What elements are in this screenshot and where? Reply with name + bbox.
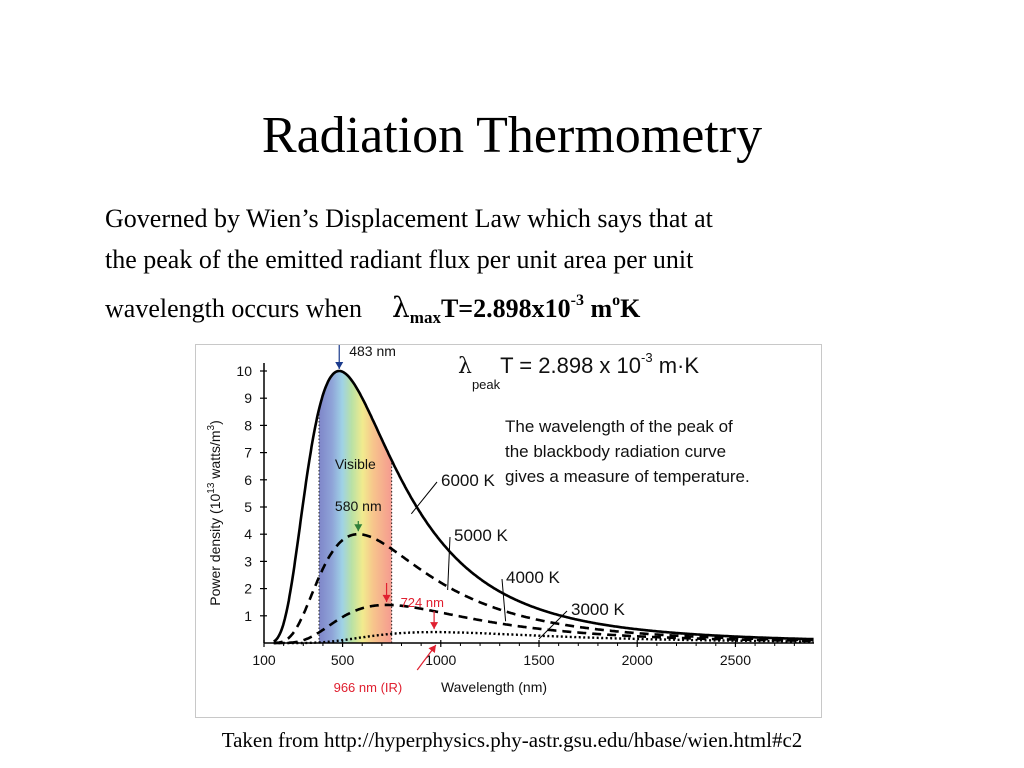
y-tick-label-2: 2	[244, 581, 252, 597]
x-tick-label-2000: 2000	[622, 652, 653, 668]
peak-label-4000k: 724 nm	[401, 595, 444, 610]
curve-5000k	[273, 532, 815, 645]
chart-formula: λpeakT = 2.898 x 10-3 m·K	[458, 350, 699, 392]
y-axis-title: Power density (1013 watts/m3)	[206, 420, 223, 606]
blackbody-chart-figure: Visible 1 2 3 4 5 6 7 8 9 10 100 500 1000 1500 2000 2500…	[195, 344, 822, 718]
x-tick-label-500: 500	[331, 652, 355, 668]
visible-band-label: Visible	[335, 456, 376, 472]
body-line-3: wavelength occurs when λmaxT=2.898x10-3 m…	[105, 280, 925, 338]
formula-unit: m	[583, 294, 613, 323]
arrow-peak-3000k-head	[430, 622, 439, 630]
y-axis-title-part1: Power density (10	[207, 494, 223, 606]
formula-main: T=2.898x10	[440, 294, 571, 323]
lambda-symbol: λ	[392, 291, 410, 324]
y-tick-label-3: 3	[244, 553, 252, 569]
chart-formula-exp: -3	[641, 350, 653, 365]
wien-formula: λmaxT=2.898x10-3 moK	[362, 291, 641, 327]
source-citation: Taken from http://hyperphysics.phy-astr.…	[221, 728, 803, 752]
peak-label-6000k: 483 nm	[349, 345, 396, 359]
peak-label-5000k: 580 nm	[335, 498, 382, 514]
x-tick-label-2500: 2500	[720, 652, 751, 668]
formula-unit-end: K	[620, 294, 641, 323]
y-axis-title-sup2: 3	[206, 424, 217, 430]
formula-degree: o	[612, 292, 621, 309]
curve-label-3000k: 3000 K	[571, 600, 626, 619]
formula-exponent: -3	[570, 292, 584, 309]
y-tick-label-9: 9	[244, 390, 252, 406]
body-line-2: the peak of the emitted radiant flux per…	[105, 245, 694, 274]
curve-leader-4000k	[501, 578, 507, 622]
curve-label-6000k: 6000 K	[441, 471, 496, 490]
chart-formula-lambda: λ	[458, 354, 472, 379]
y-tick-label-8: 8	[244, 417, 252, 433]
curve-6000k	[273, 369, 815, 643]
arrow-ir-callout-head	[428, 645, 436, 654]
slide-body: Governed by Wien’s Displacement Law whic…	[105, 198, 925, 338]
curve-leader-6000k	[410, 481, 438, 515]
y-tick-label-5: 5	[244, 499, 252, 515]
arrow-peak-4000k-head	[382, 594, 391, 602]
y-tick-label-10: 10	[236, 363, 252, 379]
formula-subscript: max	[409, 308, 441, 327]
arrow-peak-6000k-head	[335, 362, 344, 369]
curve-leader-3000k	[538, 610, 568, 640]
x-axis-title: Wavelength (nm)	[441, 679, 547, 695]
y-tick-label-6: 6	[244, 472, 252, 488]
body-line-1: Governed by Wien’s Displacement Law whic…	[105, 204, 713, 233]
curve-label-5000k: 5000 K	[454, 526, 509, 545]
y-tick-label-4: 4	[244, 526, 252, 542]
y-axis-title-part3: )	[207, 420, 223, 425]
chart-formula-unit: m·K	[653, 353, 700, 378]
chart-formula-main: T = 2.898 x 10	[500, 353, 641, 378]
y-tick-label-7: 7	[244, 445, 252, 461]
x-tick-label-1500: 1500	[523, 652, 554, 668]
x-tick-label-1000: 1000	[425, 652, 456, 668]
y-axis-title-sup1: 13	[206, 482, 217, 494]
curve-3000k	[273, 630, 814, 645]
blackbody-chart: Visible 1 2 3 4 5 6 7 8 9 10 100 500 1000 1500 2000 2500…	[206, 345, 815, 695]
body-line-3-text: wavelength occurs when	[105, 294, 363, 323]
arrow-peak-5000k-head	[354, 524, 363, 532]
curve-leader-5000k	[447, 536, 451, 590]
curve-4000k	[273, 603, 815, 645]
y-axis-title-part2: watts/m	[207, 430, 223, 482]
peak-label-3000k: 966 nm (IR)	[334, 680, 403, 695]
y-tick-label-1: 1	[244, 608, 252, 624]
chart-formula-sub: peak	[472, 377, 501, 392]
chart-description-line-1: The wavelength of the peak of	[505, 417, 733, 436]
x-tick-label-100: 100	[252, 652, 276, 668]
visible-band	[319, 371, 392, 643]
curve-label-4000k: 4000 K	[506, 568, 561, 587]
slide-title: Radiation Thermometry	[261, 107, 763, 164]
chart-description-line-2: the blackbody radiation curve	[505, 442, 726, 461]
chart-description-line-3: gives a measure of temperature.	[505, 467, 750, 486]
